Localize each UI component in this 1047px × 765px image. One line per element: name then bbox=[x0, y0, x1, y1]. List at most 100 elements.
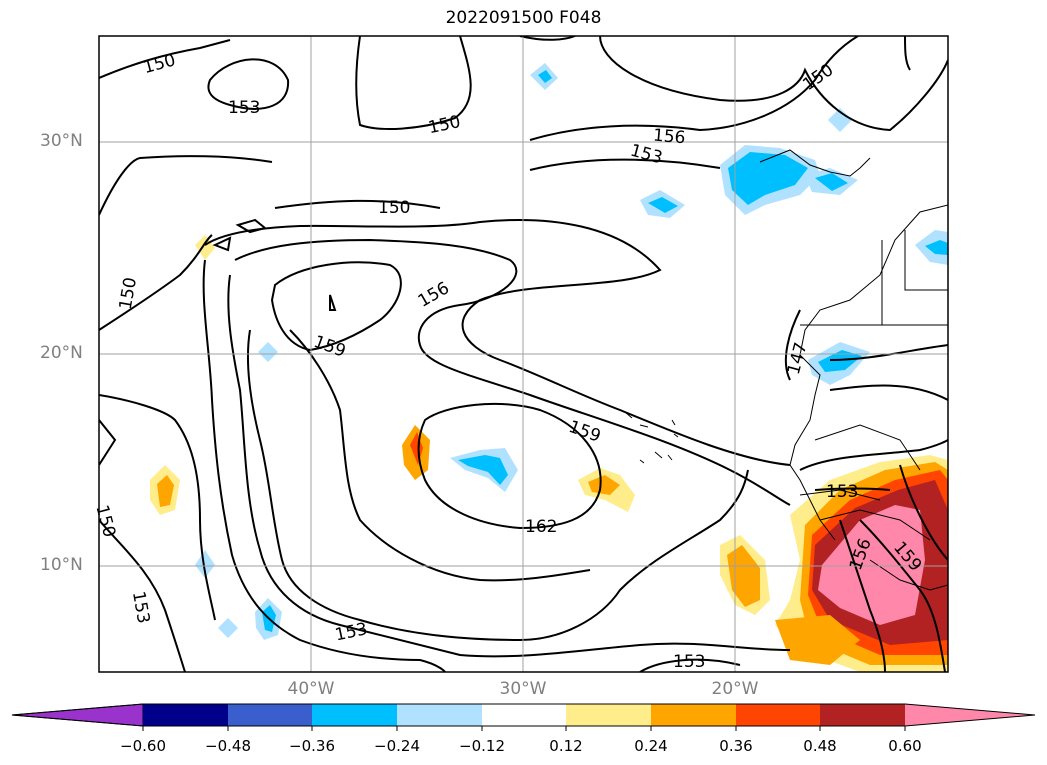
contour-153-bottom bbox=[639, 658, 741, 672]
map-content bbox=[99, 36, 948, 672]
contour-label: 162 bbox=[525, 517, 557, 537]
colorbar-bin bbox=[736, 704, 820, 726]
contour-158 bbox=[814, 487, 891, 491]
latitude-label-30n: 30°N bbox=[40, 131, 83, 151]
colorbar-tick-label: −0.48 bbox=[205, 737, 251, 755]
contour-153-zigzag bbox=[204, 218, 791, 466]
contour-label: 159 bbox=[311, 332, 348, 362]
contour-label: 156 bbox=[652, 126, 686, 149]
colorbar-tick-label: −0.36 bbox=[289, 737, 335, 755]
contour-top-left bbox=[99, 39, 231, 79]
height-contours bbox=[99, 36, 948, 672]
contour-label: 150 bbox=[378, 198, 410, 218]
contour-159-trough bbox=[247, 329, 749, 642]
colorbar bbox=[11, 703, 1036, 731]
contour-162-loop bbox=[417, 402, 602, 530]
contour-159-africa bbox=[859, 519, 946, 672]
contour-153-b bbox=[529, 158, 721, 171]
contour-156-south bbox=[227, 274, 791, 658]
negative-anomaly-8 bbox=[828, 108, 852, 132]
colorbar-tick-label: −0.24 bbox=[374, 737, 420, 755]
colorbar-bin bbox=[566, 704, 651, 726]
contour-label: 159 bbox=[566, 417, 603, 447]
contour-label: 153 bbox=[673, 652, 705, 672]
colorbar-bin bbox=[312, 704, 397, 726]
positive-anomaly-4b bbox=[157, 475, 174, 507]
negative-anomaly-4b bbox=[925, 240, 948, 255]
contour-150-west bbox=[99, 234, 213, 331]
colorbar-bin bbox=[143, 704, 228, 726]
contour-150-left bbox=[99, 155, 273, 216]
contour-159-main bbox=[270, 261, 402, 352]
border-6 bbox=[819, 509, 931, 541]
negative-anomaly-3b bbox=[648, 197, 678, 213]
colorbar-tick-label: 0.48 bbox=[803, 737, 837, 755]
negative-anomaly-11 bbox=[258, 342, 278, 362]
contour-label: 153 bbox=[128, 590, 153, 625]
border-3 bbox=[904, 230, 948, 291]
contour-small-1 bbox=[329, 294, 337, 311]
contour-150-loop-right bbox=[599, 36, 948, 132]
colorbar-extend-high bbox=[905, 704, 1035, 726]
contour-label: 153 bbox=[228, 98, 260, 118]
africa-coastline bbox=[789, 204, 948, 541]
border-5 bbox=[799, 489, 881, 501]
negative-anomaly-12 bbox=[218, 618, 238, 638]
contour-153-sw bbox=[99, 519, 186, 672]
contour-153-loop bbox=[207, 58, 290, 110]
chart-title: 2022091500 F048 bbox=[445, 8, 602, 28]
contour-150-sw2 bbox=[99, 419, 117, 466]
contour-label: 150 bbox=[427, 112, 463, 138]
contour-150-sw bbox=[99, 394, 216, 621]
contour-150-mid bbox=[274, 199, 441, 209]
contour-top-right-line bbox=[904, 36, 911, 71]
colorbar-extend-low bbox=[11, 703, 144, 727]
colorbar-tick-label: 0.24 bbox=[634, 737, 668, 755]
contour-156-main bbox=[234, 238, 791, 506]
negative-anomaly-7b bbox=[538, 70, 552, 83]
map-frame bbox=[98, 35, 949, 673]
colorbar-tick-label: −0.12 bbox=[459, 737, 505, 755]
contour-153-upper-right bbox=[519, 36, 576, 41]
colorbar-bin bbox=[820, 704, 905, 726]
negative-anomaly-2b bbox=[815, 173, 848, 191]
colorbar-tick-label: 0.12 bbox=[549, 737, 583, 755]
canary-islands bbox=[759, 149, 871, 177]
contour-right-3 bbox=[799, 439, 948, 471]
contour-small-2 bbox=[212, 236, 232, 252]
border-4 bbox=[814, 424, 921, 471]
cape-verde-islands bbox=[624, 411, 679, 464]
longitude-label-20w: 20°W bbox=[711, 679, 759, 699]
contour-small-3 bbox=[235, 218, 268, 234]
colorbar-tick-label: 0.60 bbox=[888, 737, 922, 755]
colorbar-bin bbox=[228, 704, 312, 726]
contour-label: 153 bbox=[826, 482, 858, 502]
colorbar-bin bbox=[482, 704, 566, 726]
contour-147 bbox=[784, 309, 801, 381]
negative-anomaly-1b bbox=[728, 152, 808, 205]
contour-153-south bbox=[202, 259, 446, 672]
positive-anomaly-2b bbox=[588, 475, 620, 495]
coastlines bbox=[624, 149, 948, 591]
contour-150-upper bbox=[355, 36, 472, 131]
positive-anomaly-africa-pink bbox=[818, 505, 925, 625]
positive-anomaly-5 bbox=[195, 235, 215, 260]
longitude-label-30w: 30°W bbox=[499, 679, 547, 699]
contour-label: 150 bbox=[91, 503, 119, 540]
positive-anomaly-africa-tail bbox=[775, 615, 860, 665]
colorbar-bin bbox=[397, 704, 482, 726]
contour-label: 153 bbox=[333, 619, 369, 645]
negative-anomaly-6b bbox=[458, 455, 508, 485]
contour-right-4 bbox=[899, 464, 948, 561]
contour-156 bbox=[529, 36, 859, 141]
longitude-label-40w: 40°W bbox=[287, 679, 335, 699]
gridlines bbox=[99, 36, 948, 672]
contour-right-2 bbox=[829, 384, 948, 401]
colorbar-tick-label: 0.36 bbox=[719, 737, 753, 755]
colorbar-bin bbox=[651, 704, 736, 726]
negative-anomaly-10 bbox=[195, 550, 215, 578]
shaded-anomalies bbox=[150, 63, 948, 672]
colorbar-tick-label: −0.60 bbox=[120, 737, 166, 755]
latitude-label-20n: 20°N bbox=[40, 343, 83, 363]
latitude-label-10n: 10°N bbox=[40, 555, 83, 575]
